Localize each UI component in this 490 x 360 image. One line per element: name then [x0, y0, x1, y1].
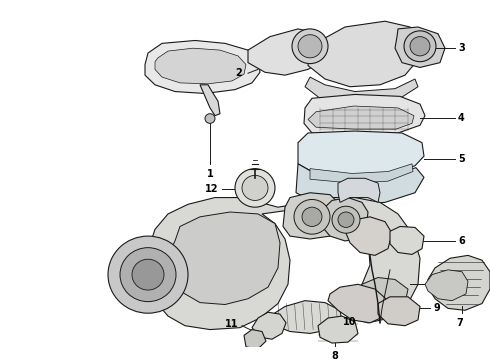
Polygon shape — [390, 226, 424, 255]
Polygon shape — [338, 178, 380, 202]
Polygon shape — [308, 106, 414, 129]
Polygon shape — [296, 164, 424, 204]
Circle shape — [302, 207, 322, 226]
Circle shape — [235, 168, 275, 207]
Circle shape — [108, 236, 188, 313]
Polygon shape — [145, 40, 260, 94]
Polygon shape — [346, 217, 392, 255]
Circle shape — [410, 37, 430, 56]
Polygon shape — [283, 193, 340, 239]
Text: 11: 11 — [224, 319, 238, 329]
Polygon shape — [270, 301, 342, 333]
Polygon shape — [310, 164, 413, 183]
Circle shape — [298, 35, 322, 58]
Circle shape — [205, 114, 215, 123]
Circle shape — [242, 175, 268, 201]
Circle shape — [404, 31, 436, 62]
Text: 5: 5 — [458, 154, 465, 164]
Circle shape — [332, 206, 360, 233]
Text: 10: 10 — [343, 317, 357, 327]
Text: 7: 7 — [457, 318, 464, 328]
Polygon shape — [168, 212, 280, 305]
Text: 1: 1 — [207, 168, 213, 179]
Text: 8: 8 — [332, 351, 339, 360]
Polygon shape — [428, 255, 490, 310]
Polygon shape — [305, 77, 418, 102]
Polygon shape — [148, 198, 420, 329]
Polygon shape — [252, 312, 286, 339]
Circle shape — [292, 29, 328, 64]
Text: 4: 4 — [458, 113, 465, 122]
Polygon shape — [425, 270, 468, 301]
Text: 3: 3 — [458, 43, 465, 53]
Text: 2: 2 — [235, 68, 242, 78]
Polygon shape — [304, 94, 425, 135]
Polygon shape — [328, 284, 388, 323]
Polygon shape — [155, 48, 246, 84]
Text: 12: 12 — [204, 184, 218, 194]
Polygon shape — [318, 316, 358, 343]
Polygon shape — [322, 198, 368, 241]
Circle shape — [132, 259, 164, 290]
Text: 6: 6 — [458, 236, 465, 246]
Polygon shape — [248, 29, 330, 75]
Polygon shape — [395, 27, 445, 67]
Polygon shape — [298, 131, 424, 175]
Circle shape — [338, 212, 354, 228]
Circle shape — [120, 248, 176, 302]
Polygon shape — [350, 278, 408, 320]
Polygon shape — [200, 85, 220, 116]
Polygon shape — [308, 21, 420, 87]
Polygon shape — [378, 297, 420, 326]
Polygon shape — [244, 329, 266, 349]
Text: 9: 9 — [433, 303, 440, 313]
Circle shape — [294, 199, 330, 234]
